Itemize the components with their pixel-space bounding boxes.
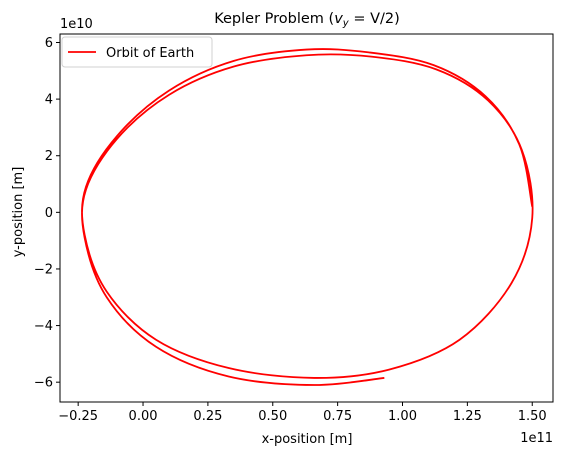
- x-tick-label: 0.00: [129, 409, 158, 424]
- x-offset-label: 1e11: [520, 431, 553, 446]
- title-subscript: y: [342, 18, 350, 29]
- x-tick-label: 0.25: [193, 409, 222, 424]
- legend-label-orbit-of-earth: Orbit of Earth: [106, 46, 194, 61]
- legend-box: [61, 36, 213, 68]
- series-line-orbit-of-earth: [81, 48, 534, 386]
- title-math: v: [334, 11, 343, 27]
- y-tick-label: 4: [45, 93, 53, 108]
- y-tick-label: −2: [34, 262, 53, 277]
- legend: Orbit of Earth: [61, 36, 213, 68]
- x-tick-label: −0.25: [58, 409, 98, 424]
- y-offset-label: 1e10: [60, 17, 93, 32]
- title-prefix: Kepler Problem (: [214, 11, 334, 27]
- x-tick-label: 0.75: [323, 409, 352, 424]
- chart-title: Kepler Problem (vy = V/2): [214, 11, 400, 29]
- x-axis-label: x-position [m]: [262, 432, 353, 447]
- x-tick-label: 1.50: [518, 409, 547, 424]
- y-tick-label: 0: [45, 206, 53, 221]
- x-tick-label: 1.25: [453, 409, 482, 424]
- y-tick-label: −6: [34, 376, 53, 391]
- y-tick-label: 6: [45, 36, 53, 51]
- y-tick-label: 2: [45, 149, 53, 164]
- y-axis-label: y-position [m]: [11, 167, 26, 258]
- title-suffix: = V/2): [349, 11, 400, 27]
- x-tick-label: 0.50: [258, 409, 287, 424]
- ticks: −0.25 0.00 0.25 0.50 0.75 1.00 1.25 1.50 −6 −4 −2 0…: [34, 36, 547, 424]
- y-tick-label: −4: [34, 319, 53, 334]
- axes-frame: [59, 33, 554, 403]
- plot-area: [81, 48, 534, 386]
- x-tick-label: 1.00: [388, 409, 417, 424]
